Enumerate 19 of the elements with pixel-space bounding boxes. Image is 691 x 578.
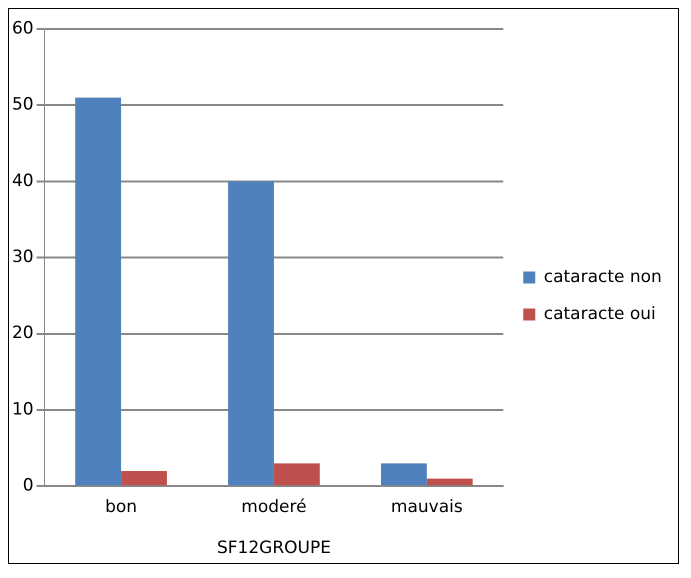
bar [274,463,320,486]
y-tick-label: 40 [12,170,34,191]
x-tick-label: moderé [241,496,307,517]
y-tick-label: 20 [12,323,34,344]
x-axis-title: SF12GROUPE [216,538,331,558]
legend-label: cataracte non [544,266,662,287]
y-tick-label: 30 [12,247,34,268]
bar [75,98,122,486]
bar [228,181,274,486]
y-tick-label: 50 [12,94,34,115]
legend-label: cataracte oui [544,304,656,324]
x-tick-label: mauvais [390,496,463,517]
x-tick-label: bon [105,496,138,517]
y-tick-label: 0 [22,476,34,496]
bar [426,478,473,486]
bar [380,463,427,486]
bar [121,470,167,486]
y-tick-label: 60 [12,18,34,38]
y-tick-label: 10 [12,399,34,420]
